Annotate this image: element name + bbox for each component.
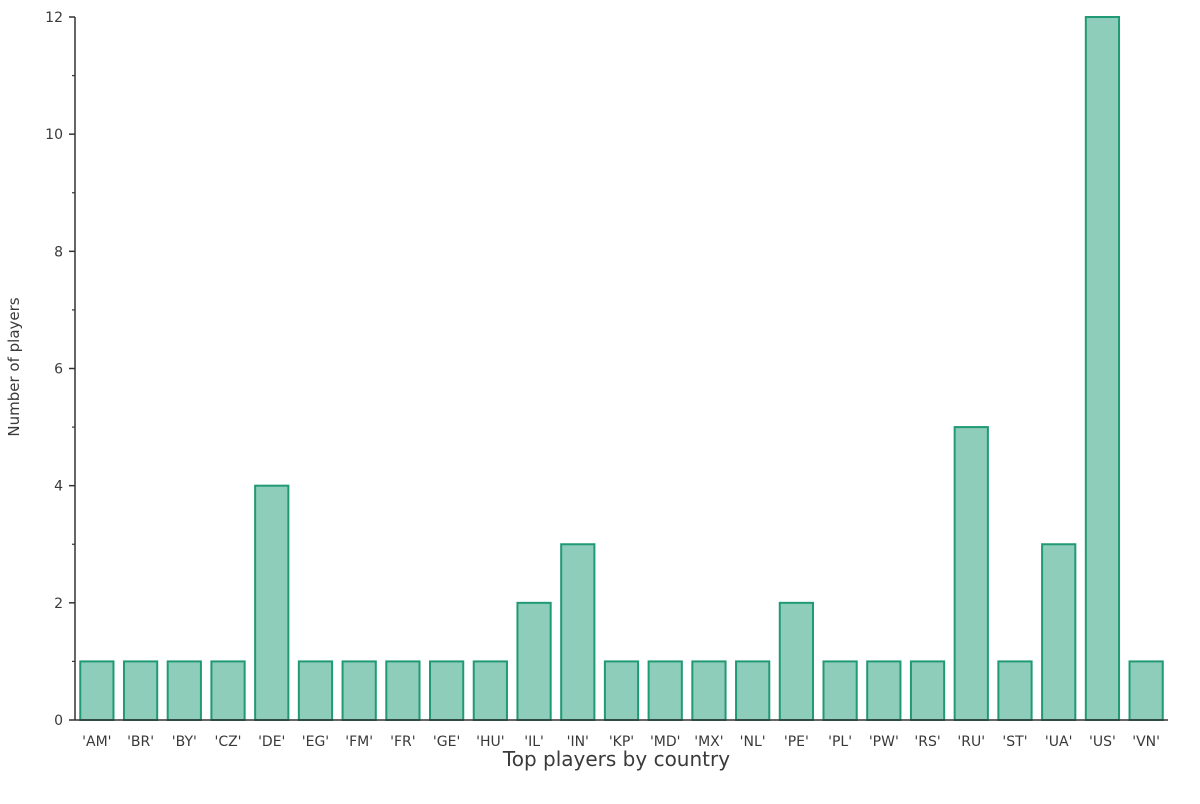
x-tick-label-15: 'NL' — [740, 734, 766, 750]
bar-16 — [778, 601, 815, 722]
y-tick-label-5: 10 — [45, 127, 63, 143]
x-tick-label-18: 'PW' — [869, 734, 899, 750]
y-tick-label-0: 0 — [54, 713, 63, 729]
y-tick-label-1: 2 — [54, 596, 63, 612]
bar-17 — [822, 660, 858, 721]
y-axis-ticks: 0 2 4 6 8 10 12 — [45, 10, 75, 729]
bar-5 — [297, 660, 334, 721]
x-tick-label-19: 'RS' — [914, 734, 940, 750]
bar-7 — [385, 660, 421, 721]
x-tick-label-4: 'DE' — [258, 734, 285, 750]
x-tick-label-6: 'FM' — [345, 734, 373, 750]
x-tick-label-13: 'MD' — [650, 734, 681, 750]
x-tick-label-9: 'HU' — [476, 734, 504, 750]
bar-24 — [1128, 660, 1164, 721]
x-tick-label-14: 'MX' — [694, 734, 723, 750]
bar-0 — [79, 660, 115, 721]
bar-18 — [866, 660, 902, 721]
x-tick-label-5: 'EG' — [302, 734, 329, 750]
x-tick-label-21: 'ST' — [1002, 734, 1027, 750]
bar-3 — [210, 660, 246, 721]
x-tick-label-8: 'GE' — [433, 734, 460, 750]
bar-14 — [691, 660, 727, 721]
bars-group — [79, 16, 1164, 722]
bar-20 — [953, 426, 989, 721]
x-tick-label-23: 'US' — [1089, 734, 1116, 750]
x-tick-label-0: 'AM' — [82, 734, 111, 750]
y-tick-label-6: 12 — [45, 10, 63, 26]
y-tick-label-2: 4 — [54, 479, 63, 495]
bar-12 — [603, 660, 640, 721]
x-tick-label-12: 'KP' — [609, 734, 634, 750]
y-tick-label-3: 6 — [54, 362, 63, 378]
x-axis-ticks: 'AM' 'BR' 'BY' 'CZ' 'DE' 'EG' 'FM' 'FR' 'GE' 'HU'… — [82, 734, 1160, 750]
x-tick-label-16: 'PE' — [784, 734, 809, 750]
x-axis-title: Top players by country — [502, 747, 730, 771]
bar-9 — [472, 660, 508, 721]
y-axis-title: Number of players — [5, 297, 23, 436]
bar-4 — [254, 484, 290, 722]
y-tick-label-4: 8 — [54, 244, 63, 260]
x-tick-label-22: 'UA' — [1045, 734, 1073, 750]
x-tick-label-17: 'PL' — [828, 734, 852, 750]
bar-15 — [735, 660, 771, 721]
x-tick-label-10: 'IL' — [524, 734, 544, 750]
bar-10 — [516, 601, 552, 722]
x-tick-label-7: 'FR' — [390, 734, 415, 750]
bar-13 — [647, 660, 683, 721]
bar-23 — [1084, 16, 1121, 721]
x-tick-label-3: 'CZ' — [214, 734, 241, 750]
x-tick-label-20: 'RU' — [957, 734, 985, 750]
x-tick-label-2: 'BY' — [172, 734, 197, 750]
bar-1 — [122, 660, 159, 721]
bar-8 — [429, 660, 465, 721]
bar-19 — [909, 660, 946, 721]
bar-21 — [997, 660, 1033, 721]
x-tick-label-1: 'BR' — [127, 734, 154, 750]
bar-6 — [341, 660, 377, 721]
bar-2 — [166, 660, 202, 721]
x-tick-label-11: 'IN' — [567, 734, 589, 750]
x-tick-label-24: 'VN' — [1132, 734, 1160, 750]
bar-22 — [1041, 543, 1077, 721]
bar-11 — [560, 543, 596, 721]
